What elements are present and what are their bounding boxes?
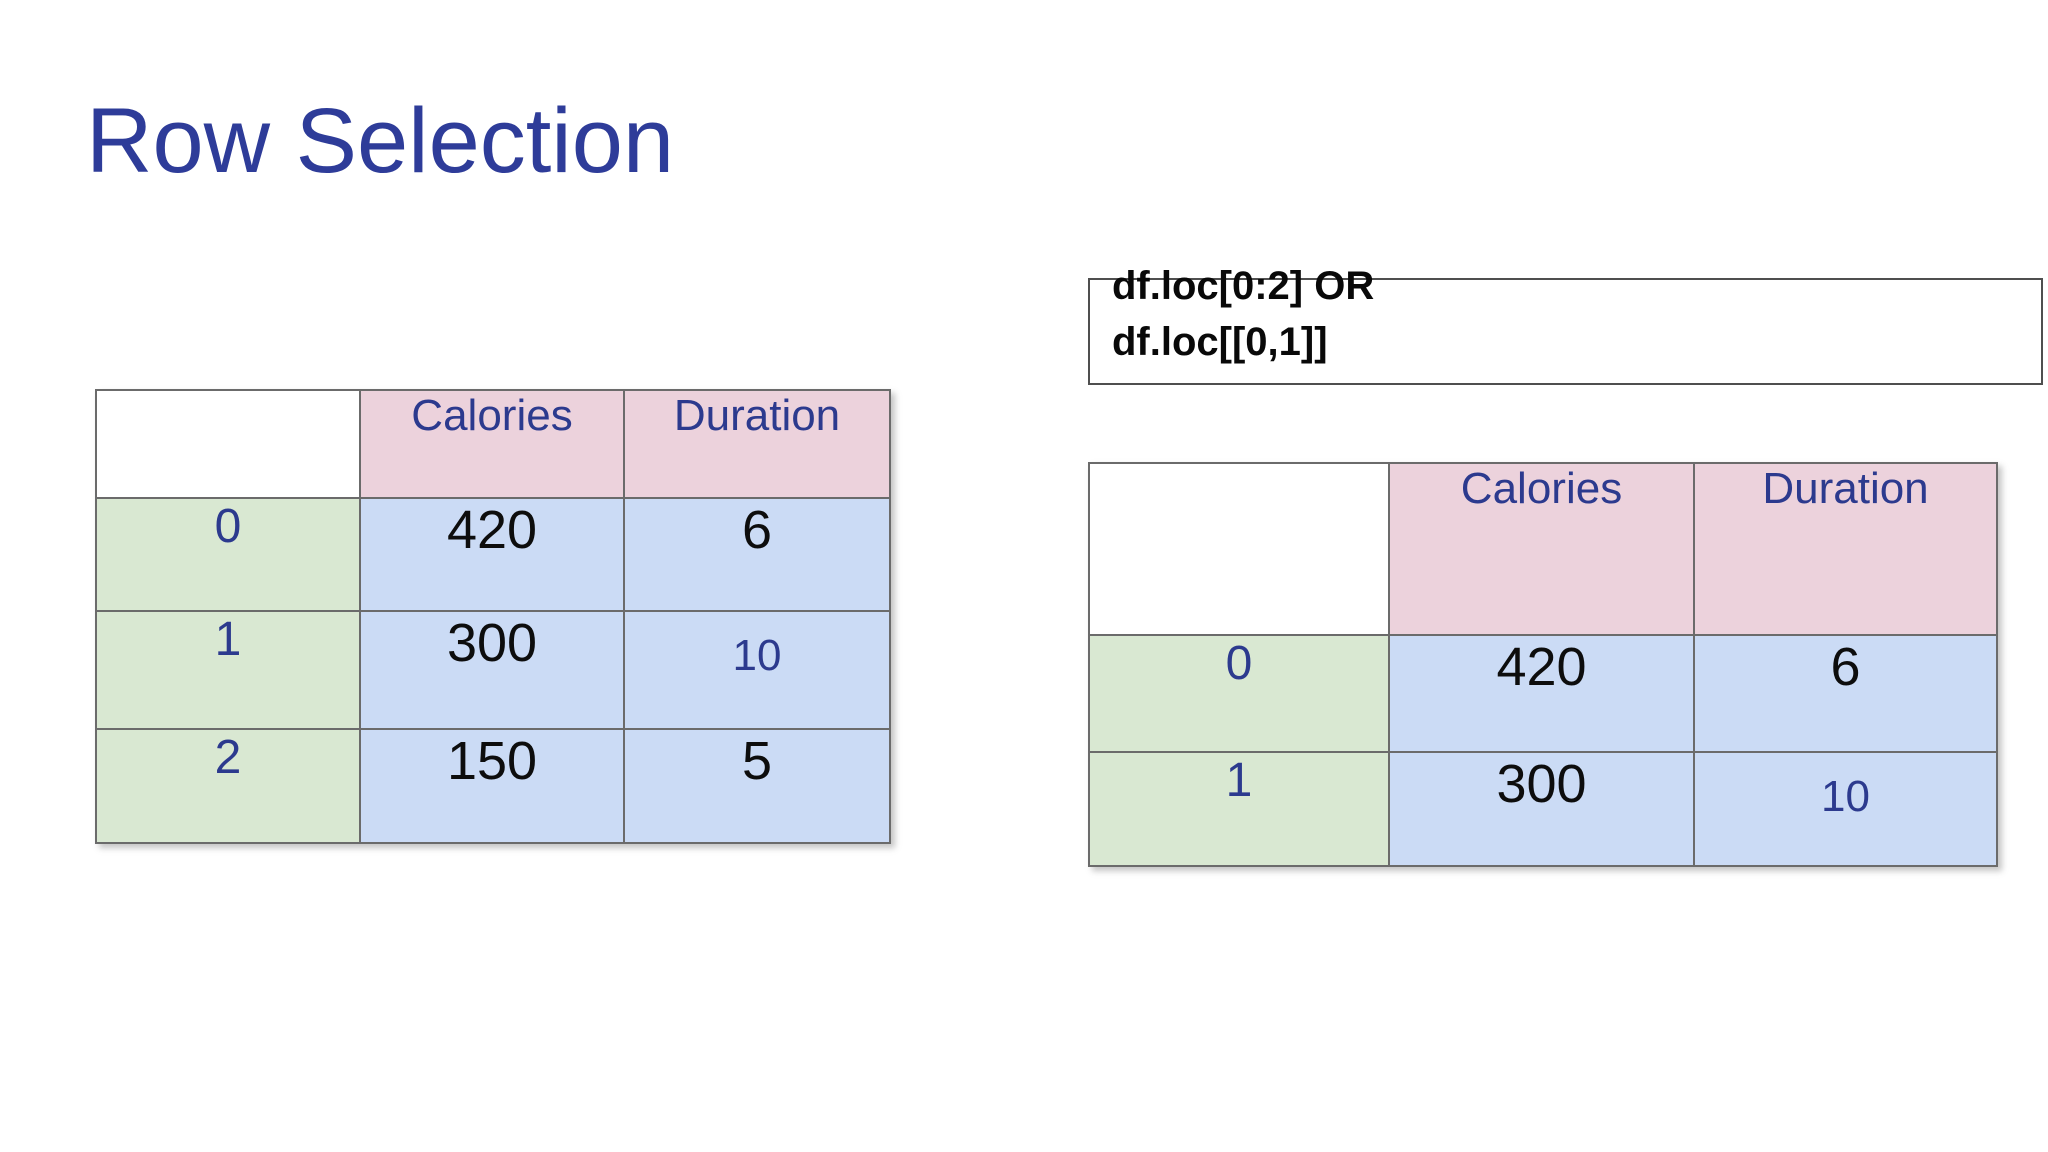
cell-duration: 10 bbox=[623, 610, 891, 730]
dataframe-table-full: Calories Duration 0 420 6 1 300 10 2 150… bbox=[95, 389, 891, 844]
header-row: Calories Duration bbox=[1088, 462, 1998, 636]
cell-index: 0 bbox=[1088, 634, 1390, 753]
code-box bbox=[1088, 278, 2043, 385]
cell-calories: 150 bbox=[359, 728, 625, 844]
col-header-duration: Duration bbox=[1693, 462, 1998, 636]
cell-duration: 6 bbox=[623, 497, 891, 612]
cell-index: 2 bbox=[95, 728, 361, 844]
cell-index: 1 bbox=[1088, 751, 1390, 867]
cell-duration: 10 bbox=[1693, 751, 1998, 867]
table-row: 0 420 6 bbox=[1088, 634, 1998, 753]
cell-duration: 6 bbox=[1693, 634, 1998, 753]
col-header-duration: Duration bbox=[623, 389, 891, 499]
col-header-calories: Calories bbox=[359, 389, 625, 499]
code-snippet: df.loc[0:2] OR df.loc[[0,1]] bbox=[1112, 258, 1374, 370]
table-row: 1 300 10 bbox=[95, 610, 891, 730]
cell-calories: 420 bbox=[1388, 634, 1695, 753]
code-line-1: df.loc[0:2] OR bbox=[1112, 264, 1375, 308]
cell-duration: 5 bbox=[623, 728, 891, 844]
cell-index: 0 bbox=[95, 497, 361, 612]
cell-calories: 300 bbox=[1388, 751, 1695, 867]
cell-calories: 300 bbox=[359, 610, 625, 730]
dataframe-table-selection-result: Calories Duration 0 420 6 1 300 10 bbox=[1088, 462, 1998, 867]
table-row: 1 300 10 bbox=[1088, 751, 1998, 867]
table-row: 0 420 6 bbox=[95, 497, 891, 612]
code-line-2: df.loc[[0,1]] bbox=[1112, 320, 1328, 364]
page-title: Row Selection bbox=[86, 90, 675, 192]
corner-cell bbox=[95, 389, 361, 499]
corner-cell bbox=[1088, 462, 1390, 636]
header-row: Calories Duration bbox=[95, 389, 891, 499]
col-header-calories: Calories bbox=[1388, 462, 1695, 636]
cell-calories: 420 bbox=[359, 497, 625, 612]
cell-index: 1 bbox=[95, 610, 361, 730]
table-row: 2 150 5 bbox=[95, 728, 891, 844]
